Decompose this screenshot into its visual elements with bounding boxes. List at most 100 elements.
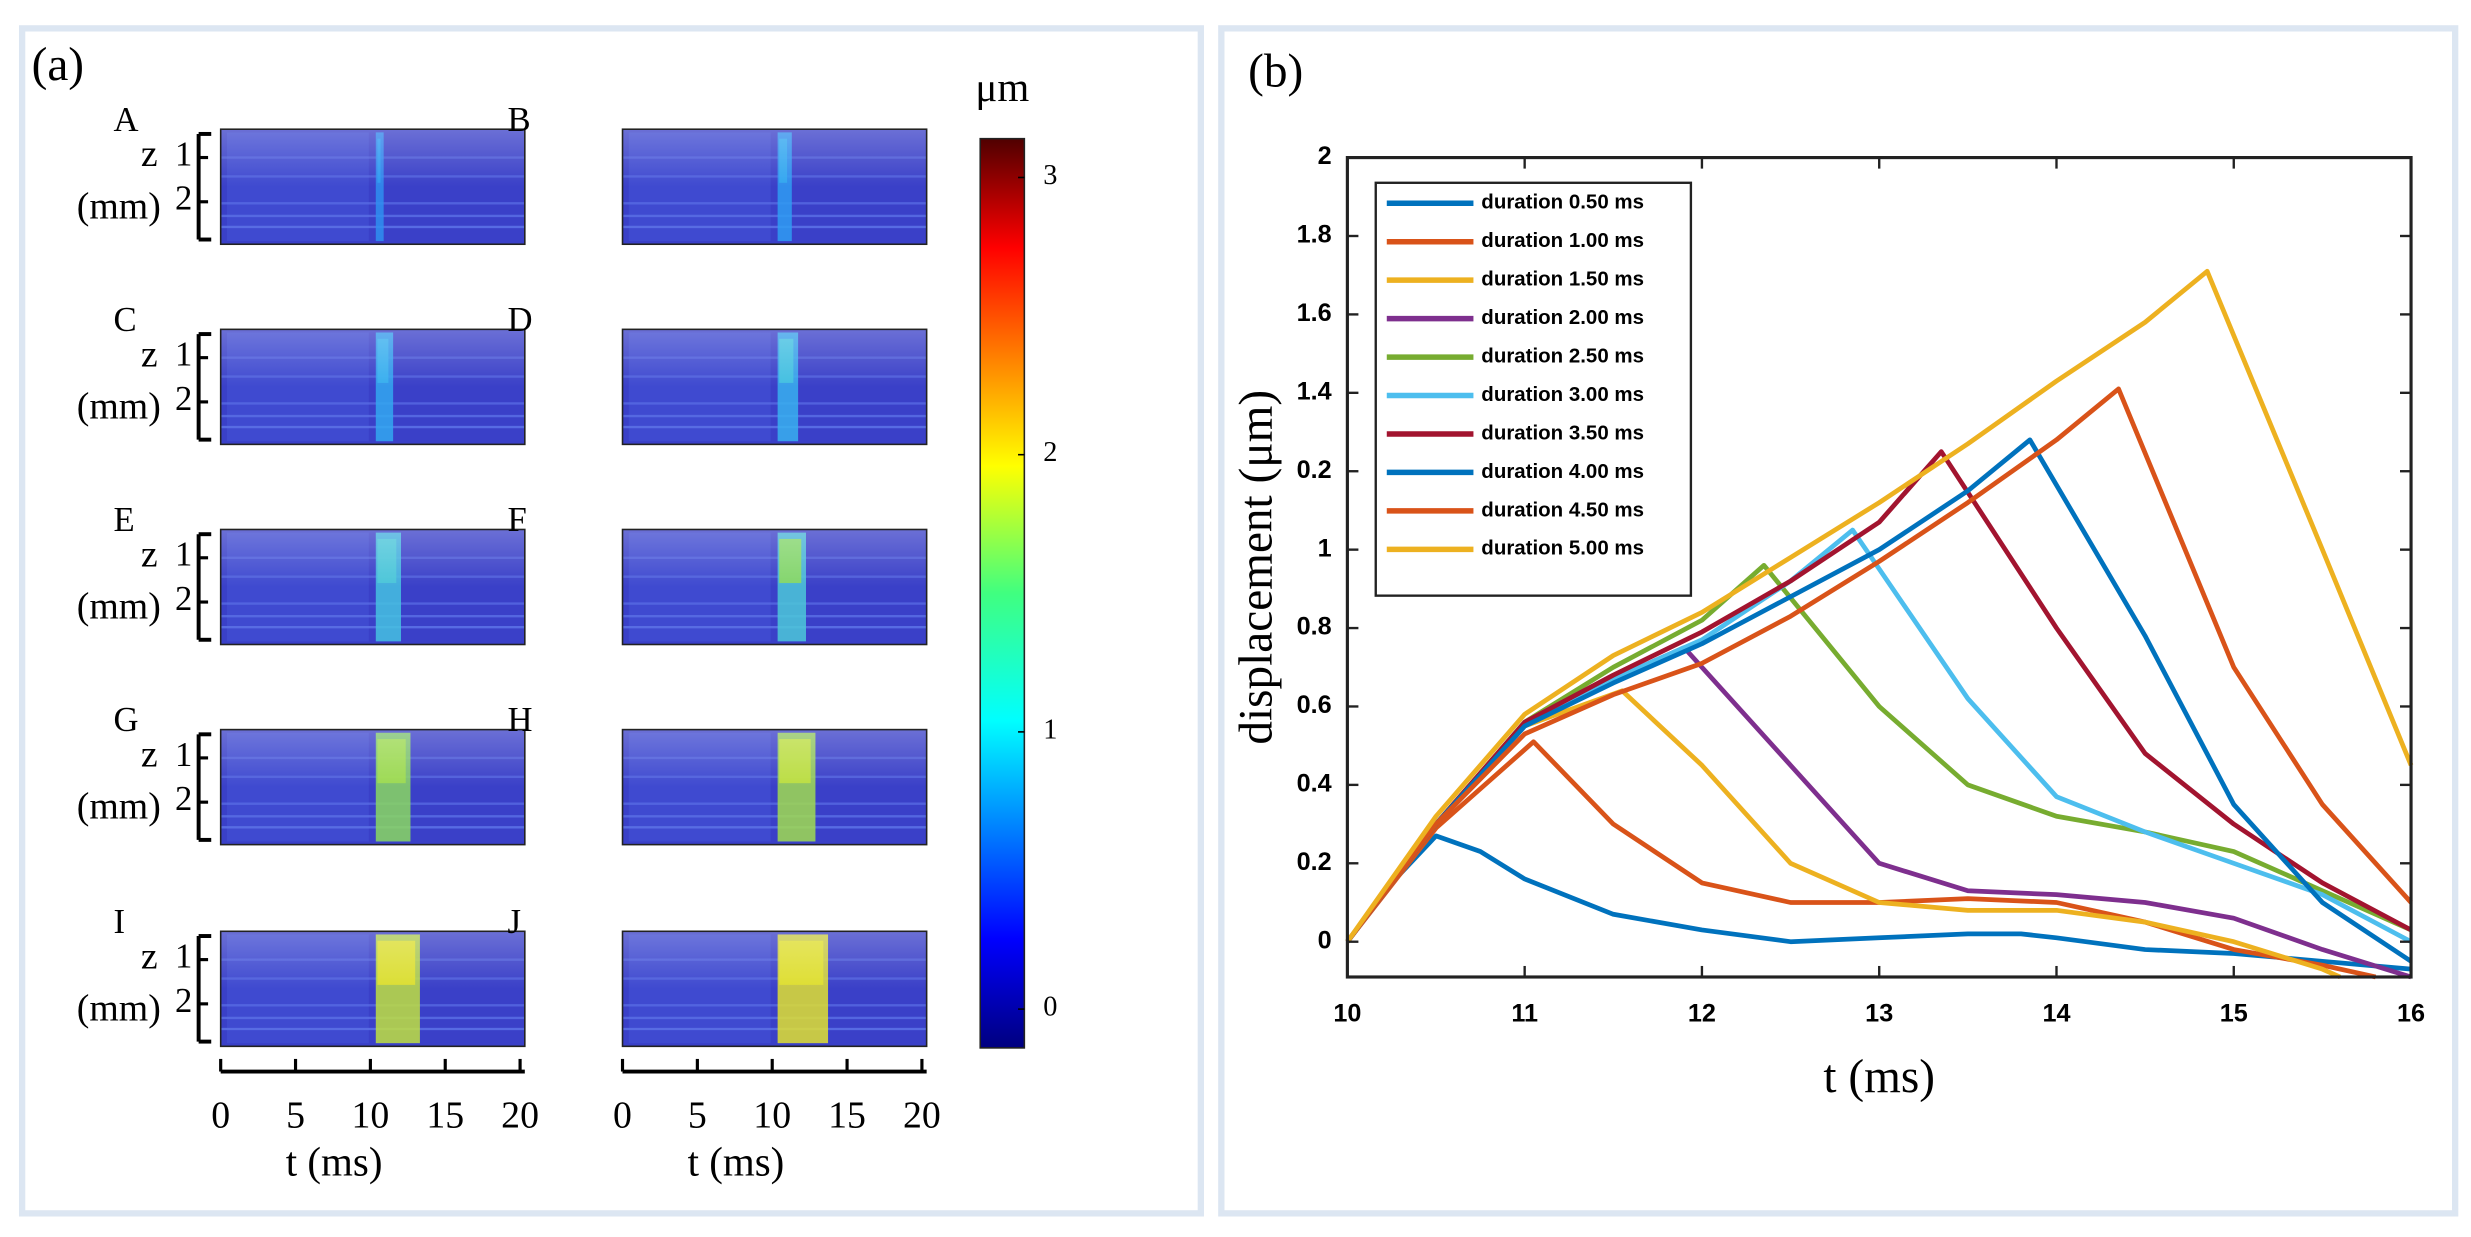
t-tick-label: 15	[426, 1094, 464, 1136]
legend-label: duration 2.00 ms	[1481, 306, 1644, 329]
y-tick-label: 2	[1318, 142, 1332, 170]
panel-a-frame	[18, 25, 1204, 1217]
heatmap-frame	[219, 328, 526, 446]
z-axis-unit: (mm)	[77, 586, 161, 628]
subplot-label: G	[114, 701, 139, 739]
z-axis-unit: (mm)	[77, 987, 161, 1029]
t-axis-label: t (ms)	[688, 1138, 785, 1184]
z-tick-label: 2	[175, 780, 192, 818]
heatmap-sheen	[622, 931, 927, 1047]
t-tick-label: 5	[286, 1094, 305, 1136]
z-axis-label: z	[141, 734, 158, 776]
data-line	[1345, 268, 2414, 944]
subplot-label: E	[114, 501, 135, 539]
data-line	[1345, 833, 2412, 972]
t-tick-label: 20	[903, 1094, 941, 1136]
z-tick-label: 1	[175, 736, 192, 774]
y-tick-label: 0.8	[1297, 613, 1332, 641]
heatmap-sheen	[622, 129, 927, 245]
subplot-label: B	[507, 101, 530, 139]
heatmap-frame	[621, 930, 928, 1048]
heatmap-sheen	[220, 729, 525, 845]
heatmap-sheen	[622, 529, 927, 645]
data-line	[1345, 437, 2413, 964]
y-tick-label: 0.2	[1297, 848, 1332, 876]
legend-label: duration 4.00 ms	[1481, 460, 1644, 483]
panel-b-frame	[1218, 25, 2459, 1217]
subplot-label: J	[507, 903, 521, 941]
data-line	[1345, 386, 2413, 944]
x-tick-label: 15	[2220, 999, 2248, 1027]
x-tick-label: 10	[1333, 999, 1361, 1027]
y-tick-label: 1	[1318, 534, 1332, 562]
z-tick-label: 2	[175, 580, 192, 618]
t-tick-label: 10	[753, 1094, 791, 1136]
z-axis-label: z	[141, 935, 158, 977]
legend-label: duration 0.50 ms	[1481, 191, 1644, 214]
x-tick-label: 11	[1511, 999, 1538, 1027]
legend-label: duration 1.00 ms	[1481, 229, 1644, 252]
y-tick-label: 1.6	[1297, 299, 1332, 327]
heatmap-frame	[219, 528, 526, 646]
z-tick-label: 2	[175, 380, 192, 418]
colorbar-tick-label: 2	[1043, 437, 1057, 468]
z-tick-label: 2	[175, 982, 192, 1020]
x-tick-label: 16	[2397, 999, 2425, 1027]
legend-label: duration 3.00 ms	[1481, 383, 1644, 406]
z-tick-label: 1	[175, 536, 192, 574]
legend-label: duration 4.50 ms	[1481, 498, 1644, 521]
t-tick-label: 10	[351, 1094, 389, 1136]
heatmap-sheen	[622, 329, 927, 445]
x-tick-label: 14	[2042, 999, 2070, 1027]
z-axis-label: z	[141, 533, 158, 575]
heatmap-frame	[219, 128, 526, 246]
subplot-label: D	[507, 301, 532, 339]
heatmap-frame	[621, 528, 928, 646]
heatmap-sheen	[220, 129, 525, 245]
heatmap-sheen	[220, 529, 525, 645]
z-tick-label: 1	[175, 135, 192, 173]
z-axis-unit: (mm)	[77, 385, 161, 427]
colorbar-tick-label: 3	[1043, 160, 1057, 191]
x-axis-label: t (ms)	[1823, 1051, 1935, 1103]
x-tick-label: 12	[1688, 999, 1716, 1027]
heatmap-frame	[621, 728, 928, 846]
t-tick-label: 5	[688, 1094, 707, 1136]
y-tick-label: 1.8	[1297, 221, 1332, 249]
t-tick-label: 0	[613, 1094, 632, 1136]
heatmap-frame	[219, 930, 526, 1048]
colorbar	[979, 137, 1026, 1049]
heatmap-frame	[621, 328, 928, 446]
y-tick-label: 0	[1318, 926, 1332, 954]
x-tick-label: 13	[1865, 999, 1893, 1027]
legend-box	[1374, 181, 1693, 597]
legend-label: duration 5.00 ms	[1481, 537, 1644, 560]
z-tick-label: 2	[175, 180, 192, 218]
t-tick-label: 0	[211, 1094, 230, 1136]
legend-label: duration 3.50 ms	[1481, 421, 1644, 444]
y-tick-label: 0.2	[1297, 456, 1332, 484]
t-tick-label: 20	[501, 1094, 539, 1136]
heatmap-sheen	[220, 329, 525, 445]
subplot-label: H	[507, 701, 532, 739]
heatmap-frame	[219, 728, 526, 846]
t-tick-label: 15	[828, 1094, 866, 1136]
colorbar-tick-label: 0	[1043, 992, 1057, 1023]
colorbar-unit: μm	[975, 64, 1029, 110]
subplot-label: I	[114, 903, 126, 941]
y-tick-label: 0.4	[1297, 770, 1332, 798]
heatmap-frame	[621, 128, 928, 246]
subplot-label: A	[114, 101, 139, 139]
y-tick-label: 0.6	[1297, 691, 1332, 719]
z-axis-unit: (mm)	[77, 185, 161, 227]
heatmap-sheen	[220, 931, 525, 1047]
colorbar-tick-label: 1	[1043, 714, 1057, 745]
y-tick-label: 1.4	[1297, 377, 1332, 405]
y-axis-label: displacement (μm)	[1231, 390, 1283, 745]
subplot-label: F	[507, 501, 526, 539]
t-axis-label: t (ms)	[286, 1138, 383, 1184]
legend-label: duration 2.50 ms	[1481, 344, 1644, 367]
legend-label: duration 1.50 ms	[1481, 268, 1644, 291]
z-tick-label: 1	[175, 336, 192, 374]
